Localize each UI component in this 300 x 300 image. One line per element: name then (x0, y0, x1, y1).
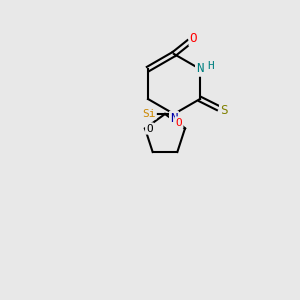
Text: N: N (196, 62, 204, 76)
Text: Si: Si (142, 109, 156, 118)
Text: O: O (190, 32, 197, 46)
Text: H: H (207, 61, 214, 71)
Text: O: O (176, 118, 182, 128)
Text: O: O (146, 124, 153, 134)
Text: N: N (170, 112, 178, 125)
Text: S: S (220, 104, 228, 118)
